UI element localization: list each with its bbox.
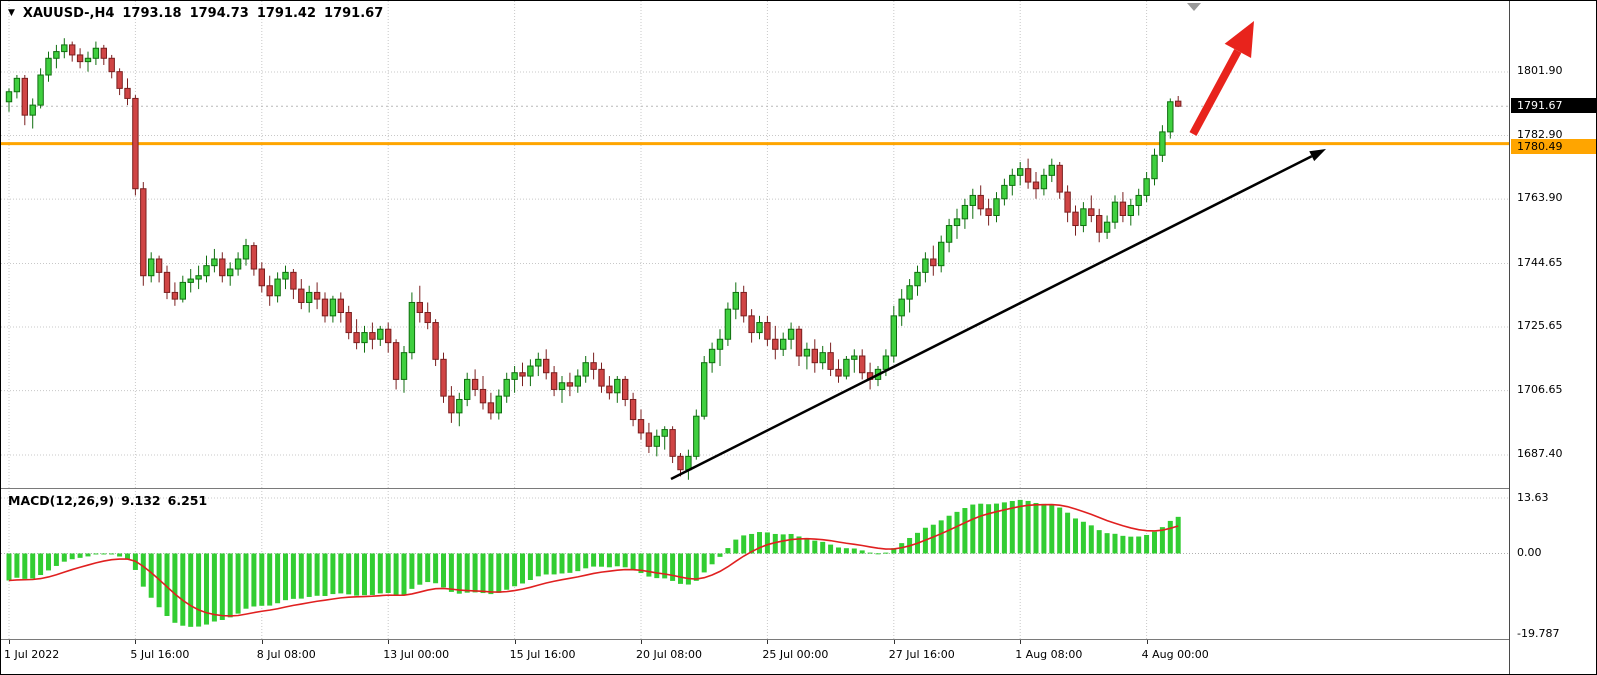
time-axis-label: 1 Aug 08:00 xyxy=(1015,648,1083,661)
macd-signal-line xyxy=(8,503,1179,617)
chart-shift-marker-icon[interactable] xyxy=(1187,3,1201,11)
time-axis-label: 15 Jul 16:00 xyxy=(509,648,576,661)
time-axis-label: 5 Jul 16:00 xyxy=(130,648,190,661)
time-axis-tick xyxy=(641,640,642,644)
time-axis-tick xyxy=(388,640,390,644)
open-value: 1793.18 xyxy=(122,6,182,21)
main-chart-canvas[interactable] xyxy=(1,1,1511,488)
price-axis-label: 1725.65 xyxy=(1517,319,1563,333)
macd-main-value: 9.132 xyxy=(121,493,161,508)
time-axis-tick xyxy=(9,640,10,644)
time-axis-label: 8 Jul 08:00 xyxy=(256,648,316,661)
price-axis-label: 1782.90 xyxy=(1517,127,1563,141)
macd-timeaxis-divider[interactable] xyxy=(1,639,1596,640)
one-click-trading-collapse-icon[interactable]: ▼ xyxy=(8,8,15,18)
price-axis[interactable]: 1791.67 1780.49 1801.90 1782.90 1763.90 174… xyxy=(1509,1,1596,674)
time-axis-label: 27 Jul 16:00 xyxy=(888,648,955,661)
time-axis-tick xyxy=(514,640,516,644)
main-macd-divider[interactable] xyxy=(1,488,1596,489)
breakout-arrow[interactable] xyxy=(1189,21,1254,136)
macd-indicator-canvas[interactable] xyxy=(1,488,1511,639)
price-axis-label: 1687.40 xyxy=(1517,447,1563,460)
candles xyxy=(5,38,1182,480)
time-axis-label: 13 Jul 00:00 xyxy=(383,648,450,661)
macd-axis-label: -19.787 xyxy=(1517,627,1560,640)
price-axis-label: 1706.65 xyxy=(1517,382,1563,396)
low-value: 1791.42 xyxy=(256,6,317,21)
main-grid xyxy=(1,1,1511,488)
time-axis-tick xyxy=(767,640,769,644)
time-axis-tick xyxy=(261,640,263,644)
price-axis-label: 1763.90 xyxy=(1517,191,1563,205)
time-axis-tick xyxy=(1146,640,1148,644)
time-axis-label: 1 Jul 2022 xyxy=(4,648,60,661)
macd-axis-label: 13.63 xyxy=(1517,491,1549,504)
time-axis-tick xyxy=(893,640,895,644)
symbol-period-label: XAUUSD-,H4 xyxy=(22,6,115,21)
trendline-arrow[interactable] xyxy=(670,149,1326,481)
time-axis-label: 25 Jul 00:00 xyxy=(762,648,829,661)
macd-histogram xyxy=(6,499,1181,627)
price-axis-label: 1744.65 xyxy=(1517,255,1563,269)
price-axis-label: 1801.90 xyxy=(1517,64,1563,77)
bid-price-badge: 1791.67 xyxy=(1511,98,1596,114)
time-axis-label: 4 Aug 00:00 xyxy=(1141,648,1209,661)
macd-name: MACD(12,26,9) xyxy=(8,493,115,508)
close-value: 1791.67 xyxy=(324,6,384,21)
time-axis[interactable]: 1 Jul 2022 5 Jul 16:00 8 Jul 08:00 13 Jul 0… xyxy=(1,640,1596,674)
time-axis-tick xyxy=(135,640,137,644)
chart-title: ▼ XAUUSD-,H4 1793.18 1794.73 1791.42 179… xyxy=(8,6,383,21)
time-axis-tick xyxy=(1020,640,1022,644)
macd-axis-label: 0.00 xyxy=(1517,546,1542,560)
high-value: 1794.73 xyxy=(189,6,249,21)
hline-price-badge: 1780.49 xyxy=(1511,138,1596,154)
time-axis-label: 20 Jul 08:00 xyxy=(636,648,702,661)
macd-signal-value: 6.251 xyxy=(167,493,208,508)
macd-indicator-label: MACD(12,26,9) 9.132 6.251 xyxy=(8,493,207,508)
